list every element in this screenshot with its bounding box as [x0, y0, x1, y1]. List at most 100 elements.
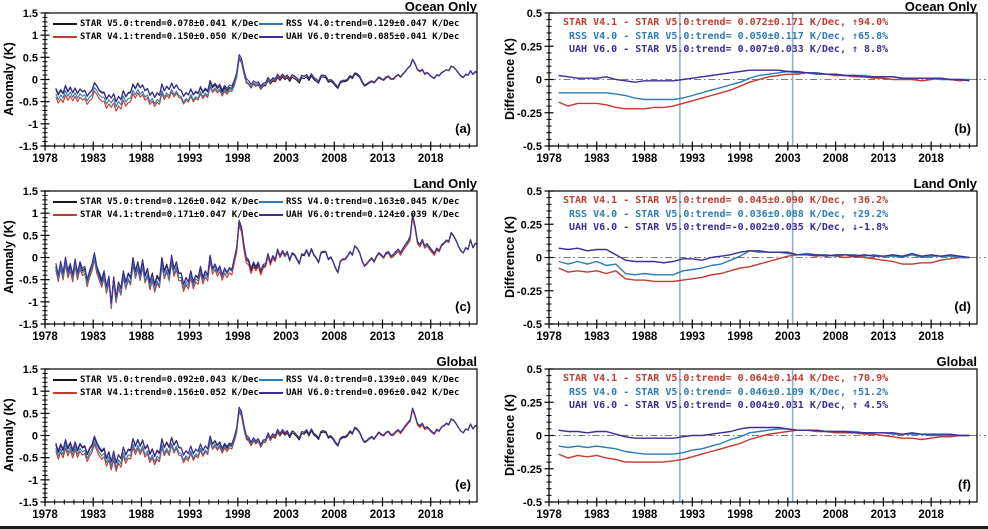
x-tick-label: 1983 [584, 153, 610, 165]
panel-b-legend: STAR V4.1 - STAR V5.0:trend= 0.072±0.171… [563, 16, 973, 57]
y-tick-label: -0.25 [517, 108, 542, 120]
x-tick-label: 1983 [80, 331, 106, 343]
x-tick-label: 1993 [177, 509, 203, 521]
legend-entry-uah-v6-0-star-v5-0: UAH V6.0 - STAR V5.0:trend= 0.007±0.033 … [563, 44, 889, 55]
legend-label: STAR V4.1:trend=0.150±0.050 K/Dec [80, 31, 259, 42]
x-tick-label: 1978 [536, 331, 562, 343]
y-tick-label: -0.5 [19, 275, 38, 287]
legend-line-swatch [259, 391, 283, 394]
panel-e-ylabel: Anomaly (K) [2, 398, 16, 472]
x-tick-label: 1988 [632, 331, 658, 343]
legend-entry-star-v4-1-star-v5-0: STAR V4.1 - STAR V5.0:trend= 0.064±0.144… [563, 373, 889, 384]
x-tick-label: 1983 [584, 509, 610, 521]
legend-line-swatch [53, 35, 77, 38]
series-rss-v4-0 [55, 57, 477, 108]
legend-label: STAR V5.0:trend=0.092±0.043 K/Dec [80, 374, 259, 385]
x-tick-label: 2003 [775, 153, 801, 165]
x-tick-label: 1983 [80, 509, 106, 521]
x-tick-label: 2008 [823, 509, 849, 521]
y-tick-label: -1.5 [19, 319, 38, 331]
x-tick-label: 2008 [823, 153, 849, 165]
y-tick-label: 1 [32, 386, 38, 398]
x-tick-label: 2008 [321, 331, 347, 343]
series-star-v4-1 [55, 58, 477, 112]
y-tick-label: -0.5 [523, 141, 542, 153]
panel-e-legend: STAR V5.0:trend=0.092±0.043 K/Dec STAR V4… [53, 373, 473, 399]
legend-entry-uah-v6-0: UAH V6.0:trend=0.124±0.039 K/Dec [259, 208, 473, 221]
x-tick-label: 1998 [225, 509, 251, 521]
series-uah-v6-0 [55, 406, 477, 464]
legend-label: RSS V4.0:trend=0.129±0.047 K/Dec [286, 18, 460, 29]
x-tick-label: 1993 [680, 153, 706, 165]
legend-entry-star-v4-1-star-v5-0: STAR V4.1 - STAR V5.0:trend= 0.072±0.171… [563, 17, 889, 28]
x-tick-label: 1978 [32, 153, 58, 165]
x-tick-label: 2018 [418, 153, 444, 165]
y-tick-label: 0.5 [23, 52, 38, 64]
y-tick-label: 1.5 [23, 364, 38, 376]
legend-entry-uah-v6-0-star-v5-0: UAH V6.0 - STAR V5.0:trend= 0.004±0.031 … [563, 400, 889, 411]
y-tick-label: -0.5 [19, 453, 38, 465]
x-tick-label: 2018 [418, 509, 444, 521]
series-uah-v6-0-star-v5-0 [558, 426, 970, 439]
y-tick-label: 0 [32, 253, 38, 265]
x-tick-label: 1988 [632, 153, 658, 165]
legend-line-swatch [259, 22, 283, 25]
y-tick-label: 0 [536, 253, 542, 265]
series-star-v4-1-star-v5-0 [558, 72, 970, 110]
panel-d-ylabel: Difference (K) [503, 216, 517, 298]
panel-a-letter: (a) [455, 121, 471, 136]
panel-c-ylabel: Anomaly (K) [2, 220, 16, 294]
x-tick-label: 1988 [129, 331, 155, 343]
series-uah-v6-0 [55, 213, 477, 304]
legend-line-swatch [53, 391, 77, 394]
legend-label: STAR V4.1:trend=0.171±0.047 K/Dec [80, 209, 259, 220]
y-tick-label: 0 [536, 431, 542, 443]
legend-entry-star-v4-1: STAR V4.1:trend=0.156±0.052 K/Dec [53, 386, 259, 399]
y-tick-label: -1.5 [19, 141, 38, 153]
legend-line-swatch [259, 213, 283, 216]
panel-b-title: Ocean Only [904, 0, 977, 14]
x-tick-label: 2008 [321, 509, 347, 521]
panel-f-legend: STAR V4.1 - STAR V5.0:trend= 0.064±0.144… [563, 372, 973, 413]
y-tick-label: 0 [32, 75, 38, 87]
panel-a-ylabel: Anomaly (K) [2, 42, 16, 116]
legend-line-swatch [259, 35, 283, 38]
series-star-v4-1 [55, 216, 477, 310]
legend-entry-uah-v6-0: UAH V6.0:trend=0.096±0.042 K/Dec [259, 386, 473, 399]
x-tick-label: 1998 [727, 509, 753, 521]
x-tick-label: 2018 [418, 331, 444, 343]
legend-label: STAR V4.1:trend=0.156±0.052 K/Dec [80, 387, 259, 398]
y-tick-label: -1 [28, 297, 38, 309]
y-tick-label: -0.25 [517, 464, 542, 476]
legend-entry-rss-v4-0-star-v5-0: RSS V4.0 - STAR V5.0:trend= 0.050±0.117 … [563, 30, 889, 42]
y-tick-label: -0.5 [19, 97, 38, 109]
legend-label: RSS V4.0:trend=0.163±0.045 K/Dec [286, 196, 460, 207]
x-tick-label: 2013 [871, 153, 897, 165]
legend-label: UAH V6.0:trend=0.085±0.041 K/Dec [286, 31, 460, 42]
y-tick-label: 1 [32, 30, 38, 42]
legend-line-swatch [53, 213, 77, 216]
legend-line-swatch [259, 378, 283, 381]
y-tick-label: 0.5 [527, 364, 542, 376]
y-tick-label: -0.5 [523, 497, 542, 509]
legend-line-swatch [53, 378, 77, 381]
legend-entry-star-v4-1: STAR V4.1:trend=0.150±0.050 K/Dec [53, 30, 259, 43]
series-rss-v4-0 [55, 407, 477, 469]
x-tick-label: 1983 [80, 153, 106, 165]
panel-d-title: Land Only [913, 176, 977, 191]
legend-label: RSS V4.0:trend=0.139±0.049 K/Dec [286, 374, 460, 385]
x-tick-label: 2018 [918, 331, 944, 343]
legend-entry-rss-v4-0-star-v5-0: RSS V4.0 - STAR V5.0:trend= 0.036±0.088 … [563, 208, 889, 220]
legend-entry-uah-v6-0-star-v5-0: UAH V6.0 - STAR V5.0:trend=-0.002±0.035 … [563, 222, 889, 233]
panel-c-title: Land Only [413, 176, 477, 191]
panel-c-legend: STAR V5.0:trend=0.126±0.042 K/Dec STAR V4… [53, 195, 473, 221]
legend-entry-rss-v4-0: RSS V4.0:trend=0.163±0.045 K/Dec [259, 195, 473, 208]
x-tick-label: 1998 [727, 331, 753, 343]
panel-f-ylabel: Difference (K) [503, 394, 517, 476]
figure-bottom-edge [0, 526, 988, 529]
y-tick-label: -1 [28, 119, 38, 131]
y-tick-label: 0.5 [23, 230, 38, 242]
panel-a: 1978 1983 1988 1993 1998 2003 2008 2013 2018 1.5 1… [19, 8, 478, 165]
x-tick-label: 1998 [225, 153, 251, 165]
x-tick-label: 2013 [871, 331, 897, 343]
